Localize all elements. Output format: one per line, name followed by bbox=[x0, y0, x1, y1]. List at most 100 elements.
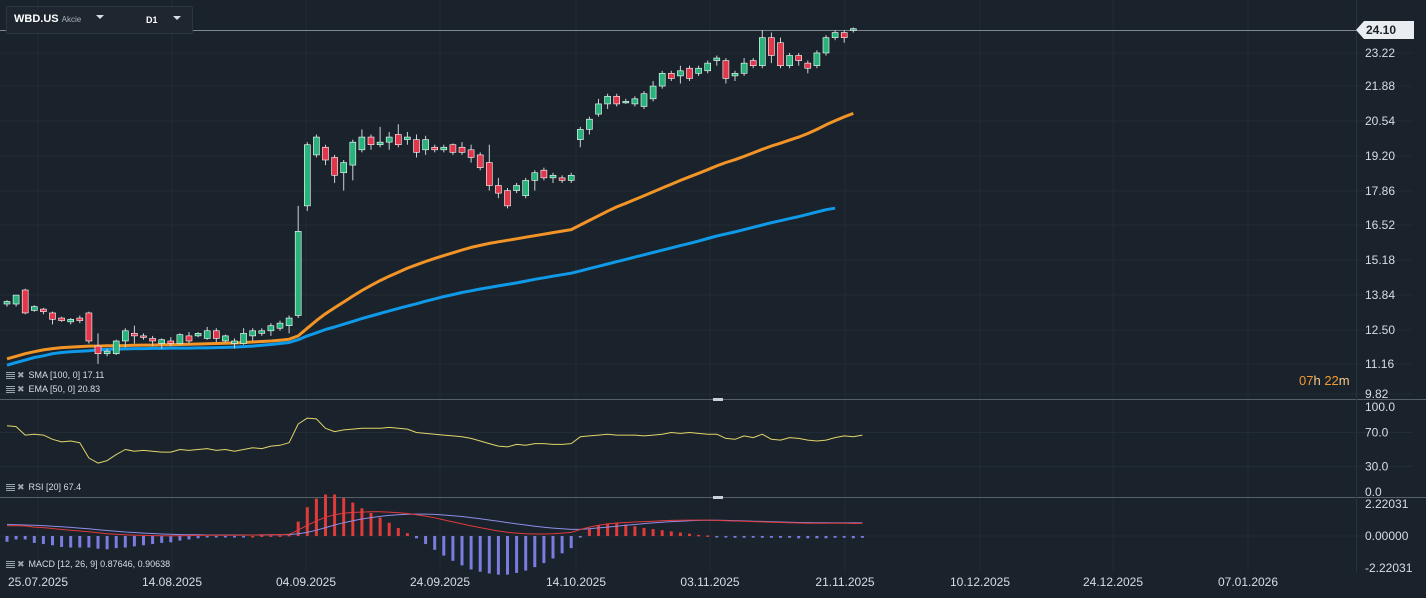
macd-histogram-bar bbox=[669, 531, 673, 536]
date-tick-label: 14.10.2025 bbox=[546, 575, 606, 589]
macd-histogram-bar bbox=[815, 536, 819, 539]
macd-histogram-bar bbox=[833, 536, 837, 538]
macd-histogram-bar bbox=[387, 522, 391, 536]
candle-down bbox=[613, 95, 621, 105]
last-price-label: 24.10 bbox=[1366, 23, 1396, 37]
macd-histogram-bar bbox=[378, 517, 382, 536]
candle-down bbox=[367, 136, 375, 146]
macd-histogram-bar bbox=[824, 536, 828, 539]
macd-histogram-bar bbox=[515, 536, 519, 573]
candle-up bbox=[30, 306, 38, 311]
sma-100-line bbox=[6, 206, 836, 367]
candle-up bbox=[303, 144, 311, 207]
macd-histogram-bar bbox=[624, 524, 628, 536]
macd-histogram-bar bbox=[233, 536, 236, 538]
macd-histogram-bar bbox=[478, 536, 482, 572]
candle-up bbox=[586, 118, 593, 130]
macd-histogram-bar bbox=[105, 536, 109, 550]
candle-up bbox=[622, 101, 630, 104]
macd-histogram-bar bbox=[460, 536, 464, 566]
candle-down bbox=[213, 330, 220, 339]
indicator-settings-icon[interactable] bbox=[6, 386, 15, 394]
ema-50-line bbox=[6, 111, 854, 361]
macd-histogram-bar bbox=[287, 534, 291, 537]
rsi-legend[interactable]: ✖ RSI [20] 67.4 bbox=[6, 482, 81, 493]
candle-up bbox=[713, 57, 721, 61]
countdown-minutes: 22 bbox=[1324, 373, 1339, 388]
ema-legend[interactable]: ✖ EMA [50, 0] 20.83 bbox=[6, 384, 100, 395]
macd-histogram-bar bbox=[23, 536, 27, 540]
macd-histogram-bar bbox=[678, 532, 682, 536]
timeframe-dropdown-chevron-down-icon[interactable] bbox=[173, 16, 181, 20]
macd-histogram-bar bbox=[314, 498, 318, 536]
macd-histogram-bar bbox=[151, 536, 155, 545]
price-tick-label: 15.18 bbox=[1365, 253, 1395, 267]
close-icon[interactable]: ✖ bbox=[17, 370, 25, 380]
macd-histogram-bar bbox=[78, 536, 82, 548]
macd-histogram-bar bbox=[551, 536, 555, 559]
candle-up bbox=[267, 325, 275, 332]
candle-down bbox=[85, 312, 93, 342]
sma-legend[interactable]: ✖ SMA [100, 0] 17.11 bbox=[6, 370, 104, 381]
symbol-dropdown-chevron-down-icon[interactable] bbox=[96, 15, 104, 19]
macd-histogram-bar bbox=[269, 535, 273, 537]
candle-up bbox=[231, 340, 238, 344]
candle-countdown: 07h 22m bbox=[1299, 373, 1350, 388]
candle-up bbox=[513, 185, 520, 191]
candle-up bbox=[758, 37, 766, 66]
macd-histogram-bar bbox=[14, 536, 18, 540]
macd-histogram-bar bbox=[451, 536, 455, 561]
candle-down bbox=[131, 333, 138, 337]
close-icon[interactable]: ✖ bbox=[17, 384, 25, 394]
candle-up bbox=[422, 139, 429, 151]
rsi-line bbox=[6, 417, 863, 464]
timeframe-selector[interactable]: D1 bbox=[146, 15, 158, 25]
rsi-tick-label: 100.0 bbox=[1365, 400, 1395, 414]
candle-down bbox=[840, 32, 848, 38]
symbol-name: WBD.US bbox=[14, 13, 59, 25]
candle-down bbox=[331, 157, 338, 176]
macd-histogram-bar bbox=[223, 536, 227, 538]
macd-tick-label: -2.22031 bbox=[1365, 561, 1413, 575]
macd-histogram-bar bbox=[760, 536, 764, 538]
pane-resize-handle[interactable] bbox=[713, 398, 723, 401]
macd-legend-label: MACD [12, 26, 9] 0.87646, 0.90638 bbox=[28, 559, 171, 569]
macd-histogram-bar bbox=[242, 536, 246, 538]
macd-histogram-bar bbox=[87, 536, 91, 548]
candle-up bbox=[194, 333, 202, 337]
close-icon[interactable]: ✖ bbox=[17, 559, 25, 569]
candle-up bbox=[112, 340, 120, 355]
candle-up bbox=[404, 136, 411, 140]
symbol-selector[interactable]: WBD.US Akcie bbox=[14, 13, 81, 25]
macd-histogram-bar bbox=[305, 507, 309, 536]
price-tick-label: 23.22 bbox=[1365, 46, 1395, 60]
candle-up bbox=[349, 141, 357, 166]
macd-histogram-bar bbox=[132, 536, 136, 547]
candle-down bbox=[795, 55, 803, 61]
price-tick-label: 12.50 bbox=[1365, 323, 1395, 337]
macd-legend[interactable]: ✖ MACD [12, 26, 9] 0.87646, 0.90638 bbox=[6, 559, 170, 570]
macd-histogram-bar bbox=[733, 536, 737, 538]
macd-histogram-bar bbox=[524, 536, 528, 571]
candle-up bbox=[67, 319, 74, 323]
candle-up bbox=[822, 37, 830, 54]
candle-up bbox=[203, 330, 211, 339]
indicator-settings-icon[interactable] bbox=[6, 484, 15, 492]
macd-histogram-bar bbox=[196, 536, 200, 539]
macd-histogram-bar bbox=[533, 536, 537, 568]
macd-histogram-bar bbox=[114, 536, 118, 549]
indicator-settings-icon[interactable] bbox=[6, 372, 15, 380]
close-icon[interactable]: ✖ bbox=[17, 482, 25, 492]
candle-down bbox=[167, 340, 175, 344]
macd-histogram-bar bbox=[487, 536, 491, 574]
macd-histogram-bar bbox=[205, 536, 209, 538]
candle-down bbox=[504, 190, 511, 207]
candle-up bbox=[222, 335, 229, 342]
indicator-settings-icon[interactable] bbox=[6, 561, 15, 569]
candle-down bbox=[94, 345, 102, 355]
candle-down bbox=[49, 312, 56, 320]
pane-resize-handle[interactable] bbox=[713, 496, 723, 499]
sma-legend-label: SMA [100, 0] 17.11 bbox=[28, 370, 105, 380]
candle-up bbox=[158, 339, 165, 344]
